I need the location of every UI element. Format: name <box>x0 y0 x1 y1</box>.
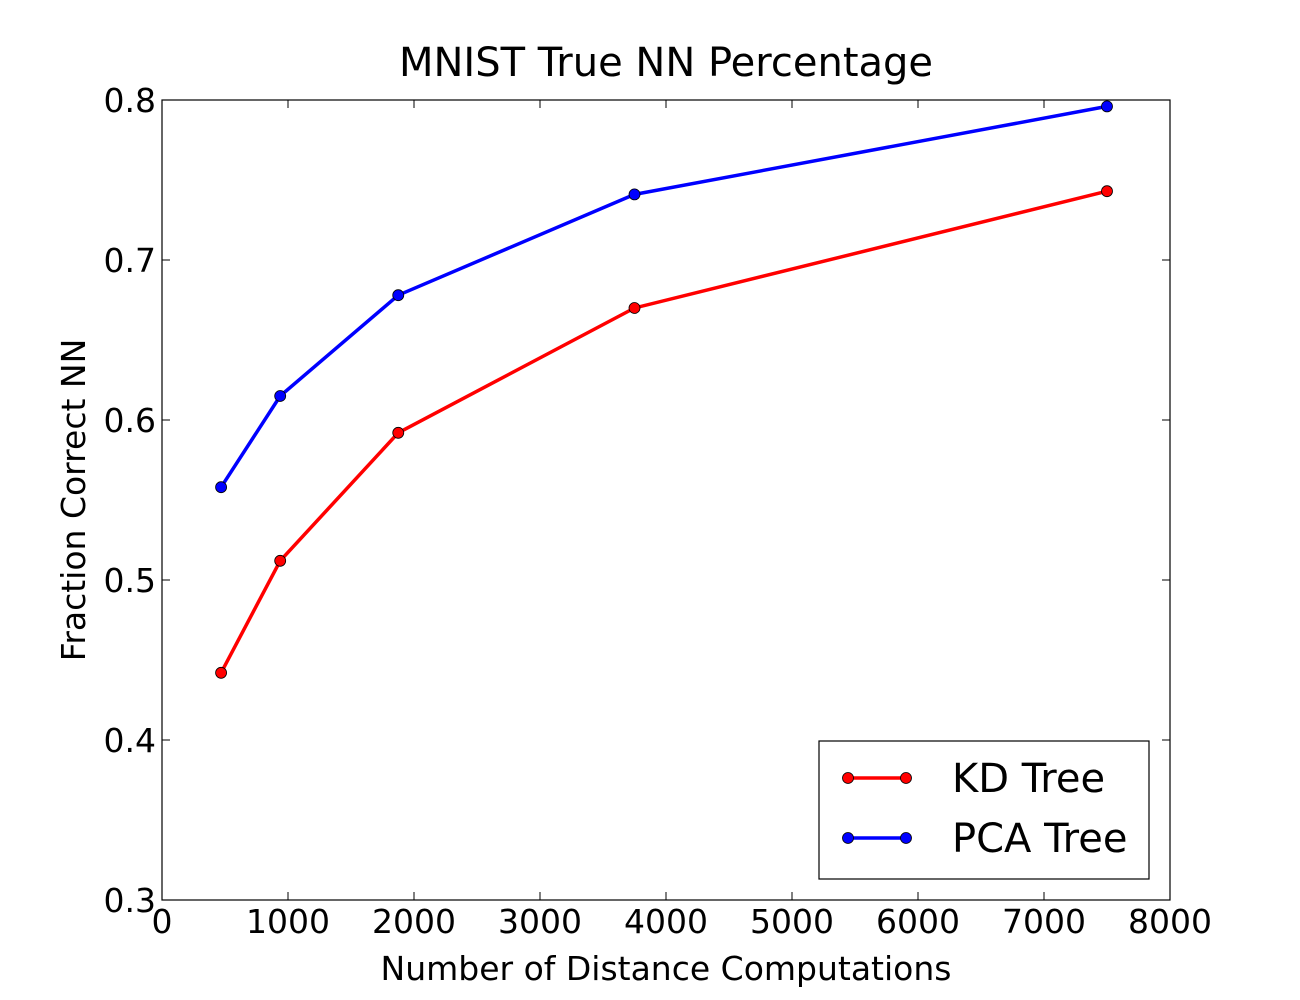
data-point <box>392 289 405 302</box>
x-tick-label: 8000 <box>1128 902 1212 941</box>
x-tick-label: 0 <box>152 902 173 941</box>
data-point <box>215 666 227 679</box>
y-axis-ticks: 0.3 0.4 0.5 0.6 0.7 0.8 <box>104 81 1170 920</box>
data-point <box>1101 100 1113 113</box>
chart-title: MNIST True NN Percentage <box>399 40 933 86</box>
x-tick-label: 6000 <box>876 902 960 941</box>
legend-marker <box>842 832 854 844</box>
x-tick-label: 3000 <box>498 902 582 941</box>
x-tick-label: 7000 <box>1002 902 1086 941</box>
legend-label: KD Tree <box>952 756 1105 802</box>
data-point <box>628 188 641 201</box>
x-axis-label: Number of Distance Computations <box>381 949 952 988</box>
y-tick-label: 0.4 <box>104 721 156 760</box>
x-tick-label: 1000 <box>246 902 330 941</box>
x-axis-ticks: 0 1000 2000 3000 4000 5000 6000 7000 8000 <box>152 100 1212 941</box>
legend-box <box>818 740 1150 880</box>
y-tick-label: 0.5 <box>104 561 156 600</box>
legend-label: PCA Tree <box>952 816 1127 862</box>
legend: KD Tree PCA Tree <box>818 740 1150 880</box>
y-tick-label: 0.8 <box>104 81 156 120</box>
data-point <box>1101 185 1113 198</box>
y-tick-label: 0.3 <box>104 881 156 920</box>
legend-marker <box>900 832 912 844</box>
x-tick-label: 4000 <box>624 902 708 941</box>
data-point <box>628 302 641 314</box>
x-tick-label: 2000 <box>372 902 456 941</box>
y-axis-label: Fraction Correct NN <box>54 339 93 662</box>
data-point <box>274 554 287 567</box>
plot-area <box>161 99 1171 901</box>
data-point <box>392 426 405 439</box>
x-tick-label: 5000 <box>750 902 834 941</box>
data-point <box>215 481 227 494</box>
y-tick-label: 0.6 <box>104 401 156 440</box>
legend-marker <box>842 772 854 784</box>
y-tick-label: 0.7 <box>104 241 156 280</box>
data-point <box>274 390 287 402</box>
legend-marker <box>900 772 912 784</box>
